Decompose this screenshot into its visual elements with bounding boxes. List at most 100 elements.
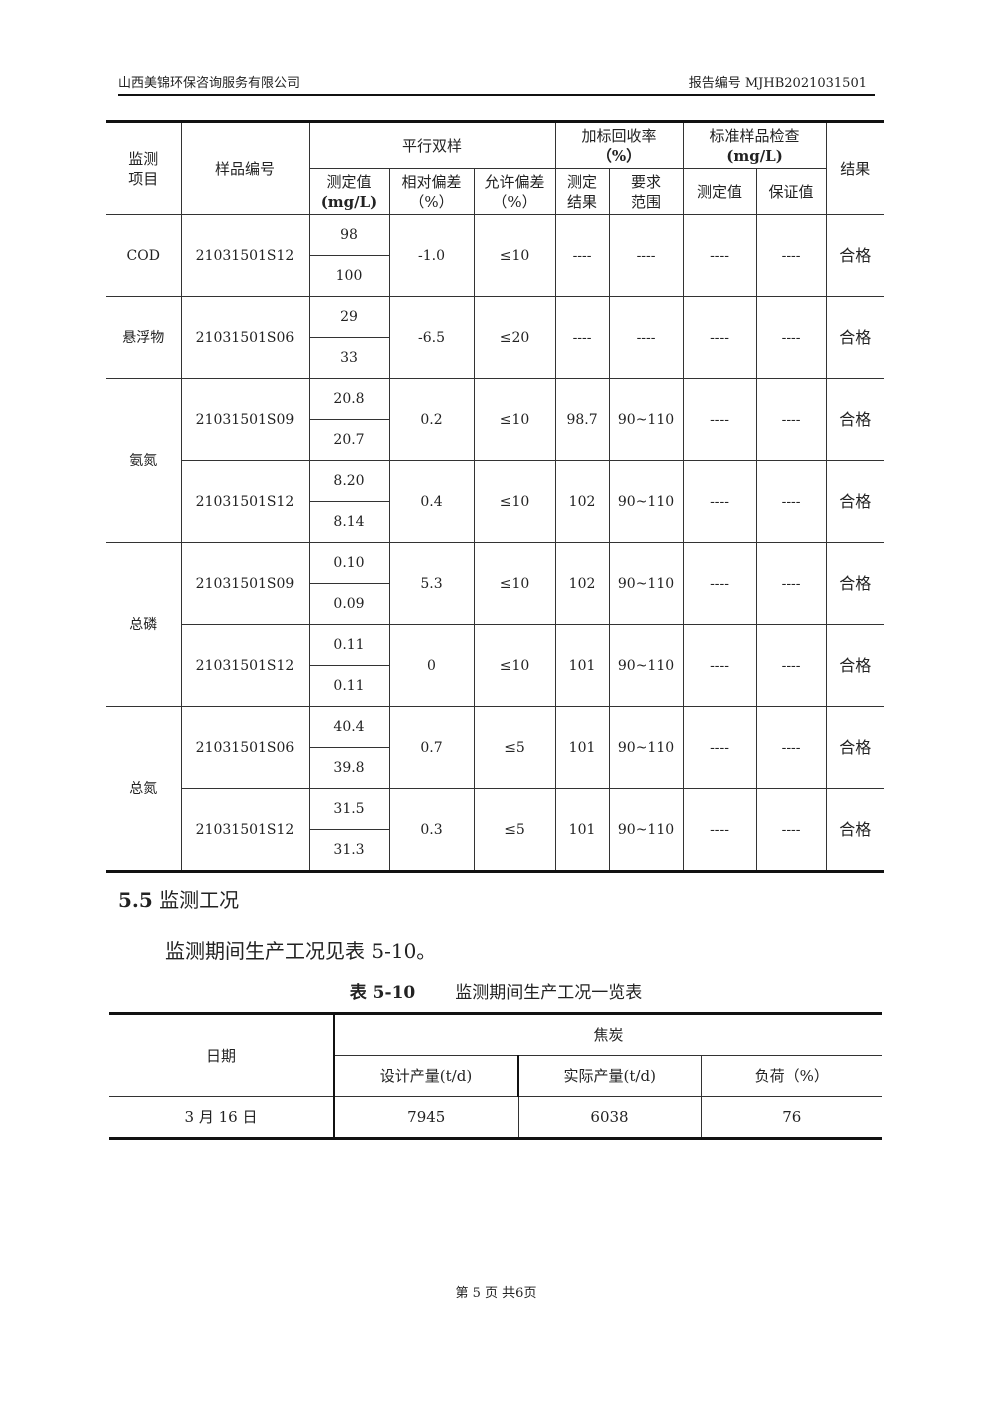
item-cell: COD xyxy=(106,214,182,297)
table-row: 总磷 21031501S09 0.10 5.3 ≤10 102 90~110 ---- ----… xyxy=(106,542,885,707)
range-cell: 90~110 xyxy=(608,706,684,789)
section-label: 监测工况 xyxy=(159,888,240,912)
measured-cell: 40.4 xyxy=(308,706,390,748)
range-cell: 90~110 xyxy=(608,788,684,872)
std-guaranteed-cell: ---- xyxy=(755,706,827,789)
item-cell: 氨氮 xyxy=(106,378,182,543)
std-guaranteed-cell: ---- xyxy=(755,296,827,379)
rel-dev-cell: 5.3 xyxy=(388,542,475,625)
header-rec-range: 要求范围 xyxy=(608,168,684,215)
result-cell: 合格 xyxy=(825,624,885,707)
range-cell: 90~110 xyxy=(608,542,684,625)
caption-number: 表 5-10 xyxy=(349,983,416,1003)
measured-cell: 0.09 xyxy=(309,583,389,625)
sample-id-cell: 21031501S06 xyxy=(180,706,310,789)
item-cell: 总氮 xyxy=(106,706,182,872)
result-cell: 合格 xyxy=(825,378,885,461)
sample-id-cell: 21031501S12 xyxy=(181,624,310,707)
rel-dev-cell: 0.7 xyxy=(388,706,475,789)
std-measured-cell: ---- xyxy=(682,624,757,707)
table-row: 100 xyxy=(106,255,884,297)
item-cell: 悬浮物 xyxy=(106,296,182,379)
header-allow-dev: 允许偏差（%） xyxy=(473,168,556,215)
header-sample-id: 样品编号 xyxy=(180,121,310,215)
result-cell: 合格 xyxy=(825,706,885,789)
header-measured: 测定值 (mg/L) xyxy=(309,168,390,215)
section-number: 5.5 xyxy=(118,888,153,912)
rel-dev-cell: 0 xyxy=(388,624,475,707)
allow-dev-cell: ≤10 xyxy=(473,460,556,543)
item-cell: 总磷 xyxy=(106,542,182,707)
design-cell: 7945 xyxy=(333,1096,519,1139)
std-guaranteed-cell: ---- xyxy=(755,542,827,625)
recovery-cell: ---- xyxy=(554,296,610,379)
rel-dev-cell: 0.3 xyxy=(388,788,475,872)
qc-table: 监测项目 样品编号 平行双样 加标回收率 （%） 标准样品检查 (mg/L) 结果 … xyxy=(106,120,885,873)
table-row: COD 21031501S12 98 -1.0 ≤10 ---- ---- ---- ---- 合… xyxy=(106,214,885,297)
recovery-label: 加标回收率 xyxy=(581,126,657,145)
std-guaranteed-cell: ---- xyxy=(755,460,827,543)
std-measured-cell: ---- xyxy=(682,214,757,297)
header-actual: 实际产量(t/d) xyxy=(517,1055,702,1097)
measured-cell: 8.20 xyxy=(308,460,390,502)
std-measured-cell: ---- xyxy=(682,542,757,625)
rel-dev-cell: -1.0 xyxy=(388,214,475,297)
header-recovery: 加标回收率 （%） xyxy=(554,121,684,169)
measured-cell: 0.10 xyxy=(308,542,390,584)
table-row: 氨氮 21031501S09 20.8 0.2 ≤10 98.7 90~110 ---- ---… xyxy=(106,378,885,543)
std-guaranteed-cell: ---- xyxy=(755,788,827,872)
table-row: 0.11 xyxy=(106,665,884,707)
measured-cell: 0.11 xyxy=(308,624,390,666)
sample-id-cell: 21031501S12 xyxy=(181,788,310,872)
allow-dev-cell: ≤10 xyxy=(473,214,556,297)
measured-cell: 31.3 xyxy=(309,829,389,872)
result-cell: 合格 xyxy=(825,788,885,872)
rel-dev-cell: 0.4 xyxy=(388,460,475,543)
measured-cell: 98 xyxy=(308,214,390,256)
load-cell: 76 xyxy=(700,1096,883,1139)
header-rec-result: 测定结果 xyxy=(554,168,610,215)
report-number: 报告编号 MJHB2021031501 xyxy=(688,76,867,91)
result-cell: 合格 xyxy=(825,460,885,543)
actual-cell: 6038 xyxy=(517,1096,702,1139)
allow-dev-cell: ≤20 xyxy=(473,296,556,379)
header-coke: 焦炭 xyxy=(333,1013,883,1056)
caption-text: 监测期间生产工况一览表 xyxy=(455,983,643,1003)
std-measured-cell: ---- xyxy=(682,460,757,543)
recovery-cell: 101 xyxy=(554,706,610,789)
measured-label: 测定值 xyxy=(326,172,372,191)
std-measured-cell: ---- xyxy=(682,706,757,789)
allow-dev-cell: ≤10 xyxy=(473,542,556,625)
std-label: 标准样品检查 xyxy=(709,126,800,145)
table-row: 21031501S12 8.20 0.4 ≤10 102 90~110 ---- ---- 合格 xyxy=(106,460,885,543)
recovery-cell: 101 xyxy=(554,788,610,872)
range-cell: 90~110 xyxy=(608,378,684,461)
sample-id-cell: 21031501S09 xyxy=(180,378,310,461)
std-guaranteed-cell: ---- xyxy=(755,378,827,461)
rel-dev-cell: -6.5 xyxy=(388,296,475,379)
measured-cell: 20.7 xyxy=(309,419,389,461)
paragraph: 监测期间生产工况见表 5-10。 xyxy=(165,939,437,963)
result-cell: 合格 xyxy=(825,542,885,625)
header-design: 设计产量(t/d) xyxy=(334,1055,519,1097)
page-footer: 第 5 页 共6页 xyxy=(455,1286,537,1301)
production-table: 日期 焦炭 设计产量(t/d) 实际产量(t/d) 负荷（%） 3 月 16 日… xyxy=(109,1012,883,1140)
measured-cell: 29 xyxy=(308,296,390,338)
table-row: 总氮 21031501S06 40.4 0.7 ≤5 101 90~110 ---- ---- 合… xyxy=(106,706,885,872)
sample-id-cell: 21031501S09 xyxy=(180,542,310,625)
allow-dev-cell: ≤5 xyxy=(473,788,556,872)
recovery-cell: 102 xyxy=(554,460,610,543)
measured-cell: 0.11 xyxy=(309,665,389,707)
sample-id-cell: 21031501S12 xyxy=(181,460,310,543)
header-result: 结果 xyxy=(825,121,885,215)
header-std: 标准样品检查 (mg/L) xyxy=(682,121,827,169)
section-title: 5.5 监测工况 xyxy=(118,884,239,913)
recovery-cell: ---- xyxy=(554,214,610,297)
header-std-measured: 测定值 xyxy=(682,168,757,215)
recovery-cell: 101 xyxy=(554,624,610,707)
header-date: 日期 xyxy=(109,1013,335,1097)
allow-dev-cell: ≤10 xyxy=(473,378,556,461)
range-cell: ---- xyxy=(608,296,684,379)
header-std-guaranteed: 保证值 xyxy=(755,168,827,215)
